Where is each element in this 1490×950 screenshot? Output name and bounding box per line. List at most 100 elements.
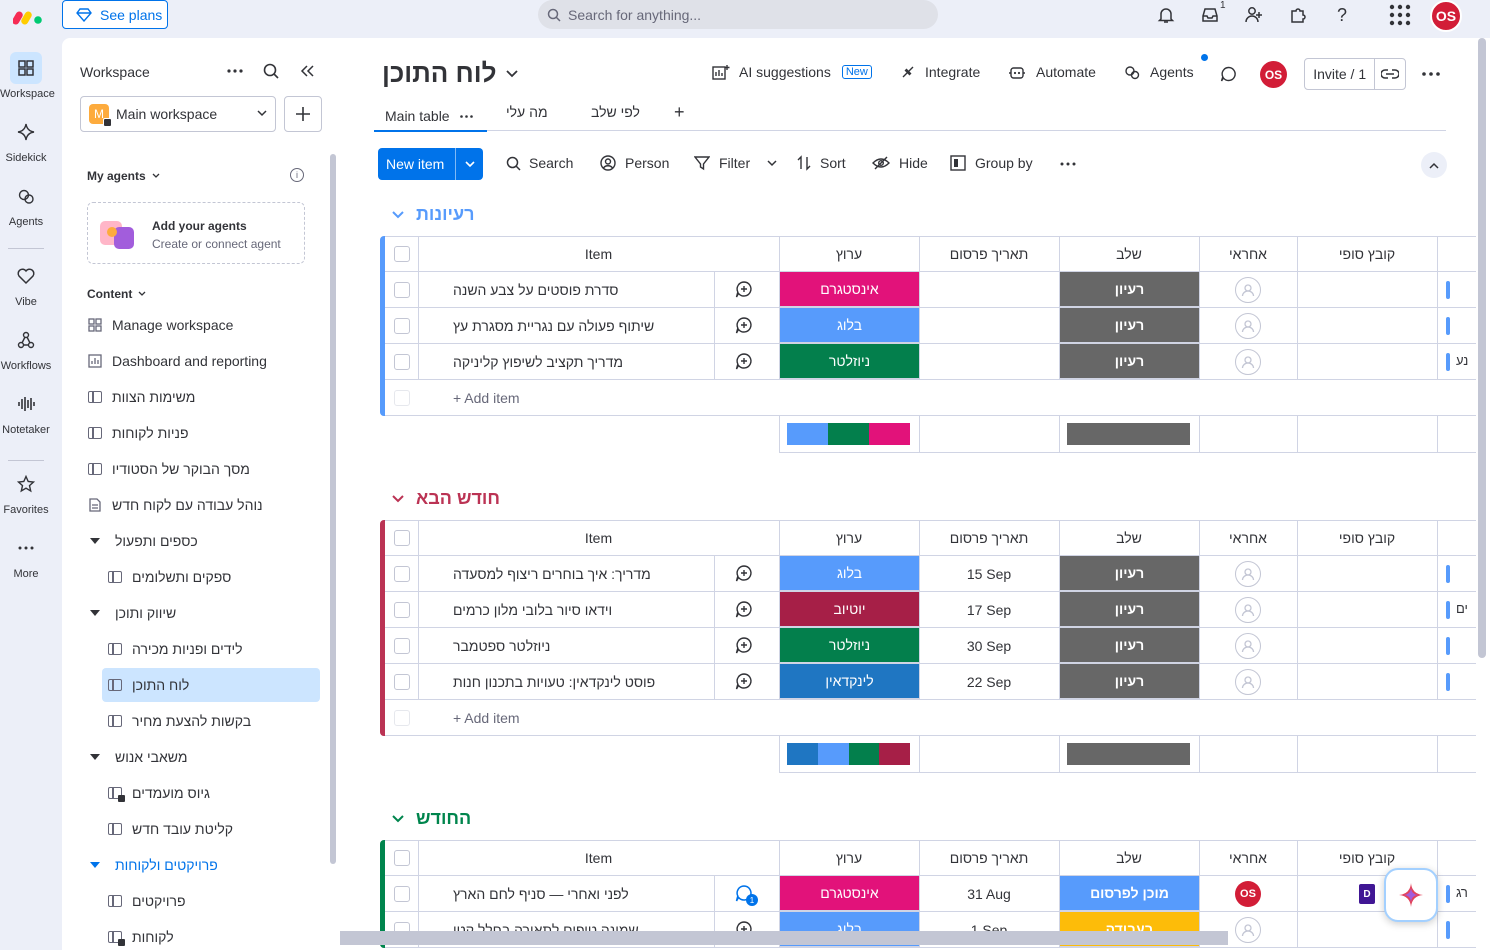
ai-suggestions-button[interactable]: AI suggestions New xyxy=(712,64,872,80)
column-header-type[interactable]: ערוץ xyxy=(835,246,863,262)
stage-status-cell[interactable]: רעיון xyxy=(1060,308,1199,343)
owner-cell[interactable] xyxy=(1199,344,1297,380)
type-status-cell[interactable]: ניוזלטר xyxy=(780,628,919,663)
date-cell[interactable]: 15 Sep xyxy=(919,556,1059,592)
sidebar-item[interactable]: פניות לקוחות xyxy=(82,416,322,450)
integrate-button[interactable]: Integrate xyxy=(900,64,980,80)
date-cell[interactable]: 31 Aug xyxy=(919,876,1059,912)
owner-cell[interactable] xyxy=(1199,664,1297,700)
row-checkbox[interactable] xyxy=(394,566,410,582)
sidebar-item[interactable]: Manage workspace xyxy=(82,308,322,342)
notifications-bell-icon[interactable] xyxy=(1154,3,1178,27)
empty-person-icon[interactable] xyxy=(1235,313,1261,339)
add-update-icon[interactable] xyxy=(734,280,756,300)
select-all-checkbox[interactable] xyxy=(394,850,410,866)
rail-item-agents[interactable]: Agents xyxy=(0,180,52,228)
chevron-down-icon[interactable] xyxy=(456,160,483,168)
date-cell[interactable] xyxy=(919,344,1059,380)
stage-status-cell[interactable]: רעיון xyxy=(1060,272,1199,307)
type-status-cell[interactable]: אינסטגרם xyxy=(780,876,919,911)
global-search-input[interactable]: Search for anything... xyxy=(538,0,938,29)
content-header[interactable]: Content xyxy=(87,287,146,301)
date-cell[interactable]: 22 Sep xyxy=(919,664,1059,700)
sidebar-item[interactable]: פרויקטים xyxy=(102,884,320,918)
my-agents-header[interactable]: My agents xyxy=(87,169,160,183)
tab-by-stage[interactable]: לפי שלב xyxy=(591,104,640,120)
stage-status-cell[interactable]: מוכן לפרסום xyxy=(1060,876,1199,911)
owner-cell[interactable] xyxy=(1199,308,1297,344)
chevron-down-icon[interactable] xyxy=(392,210,404,219)
owner-cell[interactable]: OS xyxy=(1199,876,1297,912)
add-view-icon[interactable]: + xyxy=(674,102,685,122)
date-cell[interactable]: 17 Sep xyxy=(919,592,1059,628)
sidebar-item[interactable]: שיווק ותוכן xyxy=(82,596,322,630)
column-header-owner[interactable]: אחראי xyxy=(1229,246,1267,262)
type-status-cell[interactable]: לינקדאין xyxy=(780,664,919,699)
column-header-owner[interactable]: אחראי xyxy=(1229,850,1267,866)
type-status-cell[interactable]: בלוג xyxy=(780,556,919,591)
add-agents-card[interactable]: Add your agents Create or connect agent xyxy=(87,202,305,264)
folder-caret-icon[interactable] xyxy=(90,754,100,760)
board-owner-avatar[interactable]: OS xyxy=(1260,61,1287,88)
item-name[interactable]: לפני ואחרי — סניף לחם הארץ xyxy=(453,886,629,902)
tab-more-icon[interactable] xyxy=(459,114,473,118)
column-header-file[interactable]: קובץ סופי xyxy=(1338,530,1396,546)
sidebar-item[interactable]: נוהל עבודה עם לקוח חדש xyxy=(82,488,322,522)
folder-caret-icon[interactable] xyxy=(90,538,100,544)
sidebar-item[interactable]: משימות הצוות xyxy=(82,380,322,414)
sidebar-item[interactable]: קליטת עובד חדש xyxy=(102,812,320,846)
stage-status-cell[interactable]: רעיון xyxy=(1060,344,1199,379)
column-header-type[interactable]: ערוץ xyxy=(835,850,863,866)
help-icon[interactable]: ? xyxy=(1336,4,1347,25)
toolbar-more-icon[interactable] xyxy=(1058,156,1078,172)
group-header[interactable]: חודש הבא xyxy=(392,488,500,509)
filter-button[interactable]: Filter xyxy=(694,155,777,171)
date-cell[interactable] xyxy=(919,272,1059,308)
apps-puzzle-icon[interactable] xyxy=(1286,3,1310,27)
owner-cell[interactable] xyxy=(1199,592,1297,628)
column-header-date[interactable]: תאריך פרסום xyxy=(949,530,1029,546)
column-header-date[interactable]: תאריך פרסום xyxy=(949,246,1029,262)
add-item-button[interactable]: + Add item xyxy=(453,710,520,726)
column-header-stage[interactable]: שלב xyxy=(1116,530,1142,546)
item-name[interactable]: מדריך: איך בוחרים ריצוף למסעדה xyxy=(453,566,651,582)
add-update-icon[interactable] xyxy=(734,672,756,692)
automate-button[interactable]: Automate xyxy=(1008,64,1096,80)
folder-caret-icon[interactable] xyxy=(90,610,100,616)
add-update-icon[interactable] xyxy=(734,600,756,620)
add-item-button[interactable]: + Add item xyxy=(453,390,520,406)
empty-person-icon[interactable] xyxy=(1235,349,1261,375)
item-name[interactable]: מדריך תקציב לשיפוץ קליניקה xyxy=(453,354,623,370)
info-icon[interactable]: i xyxy=(290,168,304,182)
horizontal-scrollbar[interactable] xyxy=(340,931,1228,945)
row-checkbox[interactable] xyxy=(394,282,410,298)
updates-count-icon[interactable]: 1 xyxy=(734,884,758,906)
empty-person-icon[interactable] xyxy=(1235,633,1261,659)
collapse-toolbar-icon[interactable] xyxy=(1421,152,1447,178)
add-update-icon[interactable] xyxy=(734,636,756,656)
sidebar-item[interactable]: פרויקטים ולקוחות xyxy=(82,848,322,882)
item-name[interactable]: פוסט לינקדאין: טעויות בתכנון חנות xyxy=(453,674,656,690)
sidebar-more-icon[interactable] xyxy=(224,60,246,82)
stage-status-cell[interactable]: רעיון xyxy=(1060,556,1199,591)
owner-cell[interactable] xyxy=(1199,556,1297,592)
column-header-item[interactable]: Item xyxy=(584,530,613,546)
board-more-icon[interactable] xyxy=(1420,64,1442,84)
select-all-checkbox[interactable] xyxy=(394,530,410,546)
invite-button[interactable]: Invite / 1 xyxy=(1313,66,1367,82)
sidebar-item[interactable]: כספים ותפעול xyxy=(82,524,322,558)
type-status-cell[interactable]: ניוזלטר xyxy=(780,344,919,379)
add-update-icon[interactable] xyxy=(734,352,756,372)
type-status-cell[interactable]: אינסטגרם xyxy=(780,272,919,307)
updates-chat-icon[interactable] xyxy=(1218,64,1238,84)
sidebar-search-icon[interactable] xyxy=(260,60,282,82)
add-update-icon[interactable] xyxy=(734,564,756,584)
select-all-checkbox[interactable] xyxy=(394,246,410,262)
rail-item-more[interactable]: More xyxy=(0,532,52,580)
rail-item-favorites[interactable]: Favorites xyxy=(0,468,52,516)
sidebar-item[interactable]: ספקים ותשלומים xyxy=(102,560,320,594)
copy-link-icon[interactable] xyxy=(1375,69,1405,79)
app-switcher-grid-icon[interactable] xyxy=(1386,2,1414,28)
sidebar-item[interactable]: לקוחות xyxy=(102,920,320,950)
empty-person-icon[interactable] xyxy=(1235,277,1261,303)
